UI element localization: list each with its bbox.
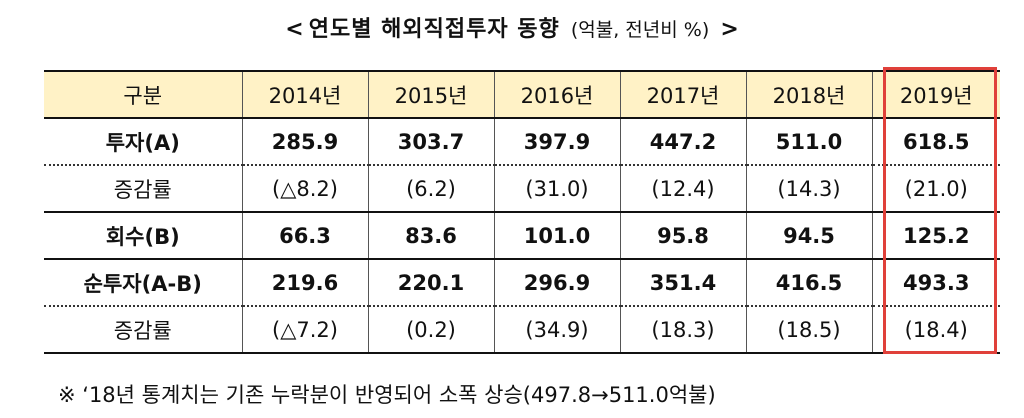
table-cell: 493.3 (871, 259, 1000, 307)
header-cell-2018: 2018년 (745, 70, 872, 119)
header-cell-2014: 2014년 (241, 70, 368, 119)
table-cell: 125.2 (871, 212, 1000, 260)
table-cell: 219.6 (241, 259, 368, 307)
table-header-row: 구분 2014년 2015년 2016년 2017년 2018년 2019년 (44, 70, 1000, 119)
table-cell: (21.0) (871, 165, 1000, 213)
row-label: 증감률 (44, 306, 242, 354)
row-label: 순투자(A-B) (44, 259, 242, 307)
table-cell: 83.6 (367, 212, 494, 260)
table-cell: 220.1 (367, 259, 494, 307)
table-cell: (18.4) (871, 306, 1000, 354)
header-cell-2017: 2017년 (619, 70, 746, 119)
table-cell: 95.8 (619, 212, 746, 260)
table-cell: 296.9 (493, 259, 620, 307)
table-cell: 447.2 (619, 118, 746, 166)
table-cell: 303.7 (367, 118, 494, 166)
table-row-net-investment: 순투자(A-B) 219.6 220.1 296.9 351.4 416.5 4… (44, 259, 1000, 307)
table-cell: 101.0 (493, 212, 620, 260)
table-cell: (31.0) (493, 165, 620, 213)
title-main: 연도별 해외직접투자 동향 (308, 17, 560, 42)
table-row-investment: 투자(A) 285.9 303.7 397.9 447.2 511.0 618.… (44, 118, 1000, 166)
table-cell: (△8.2) (241, 165, 368, 213)
row-label: 회수(B) (44, 212, 242, 260)
table-cell: 416.5 (745, 259, 872, 307)
header-cell-2016: 2016년 (493, 70, 620, 119)
table-cell: (14.3) (745, 165, 872, 213)
investment-table: 구분 2014년 2015년 2016년 2017년 2018년 2019년 투… (44, 70, 1000, 354)
table-cell: 618.5 (871, 118, 1000, 166)
table-cell: (0.2) (367, 306, 494, 354)
table-title: < 연도별 해외직접투자 동향 (억불, 전년비 %) > (0, 6, 1024, 54)
table-cell: (34.9) (493, 306, 620, 354)
footnote: ※ ‘18년 통계치는 기존 누락분이 반영되어 소폭 상승(497.8→511… (58, 383, 716, 407)
table-cell: (18.5) (745, 306, 872, 354)
header-cell-2019: 2019년 (871, 70, 1000, 119)
table-cell: 351.4 (619, 259, 746, 307)
table-cell: (12.4) (619, 165, 746, 213)
title-open-bracket: < (285, 17, 304, 42)
table-cell: (△7.2) (241, 306, 368, 354)
header-cell-category: 구분 (44, 70, 242, 119)
header-cell-2015: 2015년 (367, 70, 494, 119)
row-label: 투자(A) (44, 118, 242, 166)
table-cell: (6.2) (367, 165, 494, 213)
table-cell: 66.3 (241, 212, 368, 260)
table-cell: 397.9 (493, 118, 620, 166)
table-row-recovery: 회수(B) 66.3 83.6 101.0 95.8 94.5 125.2 (44, 212, 1000, 260)
table-cell: 94.5 (745, 212, 872, 260)
title-close-bracket: > (720, 17, 739, 42)
row-label: 증감률 (44, 165, 242, 213)
table-row-net-growth: 증감률 (△7.2) (0.2) (34.9) (18.3) (18.5) (1… (44, 306, 1000, 354)
title-unit: (억불, 전년비 %) (570, 19, 710, 41)
table-row-investment-growth: 증감률 (△8.2) (6.2) (31.0) (12.4) (14.3) (2… (44, 165, 1000, 213)
table-cell: 511.0 (745, 118, 872, 166)
table-cell: 285.9 (241, 118, 368, 166)
table-cell: (18.3) (619, 306, 746, 354)
